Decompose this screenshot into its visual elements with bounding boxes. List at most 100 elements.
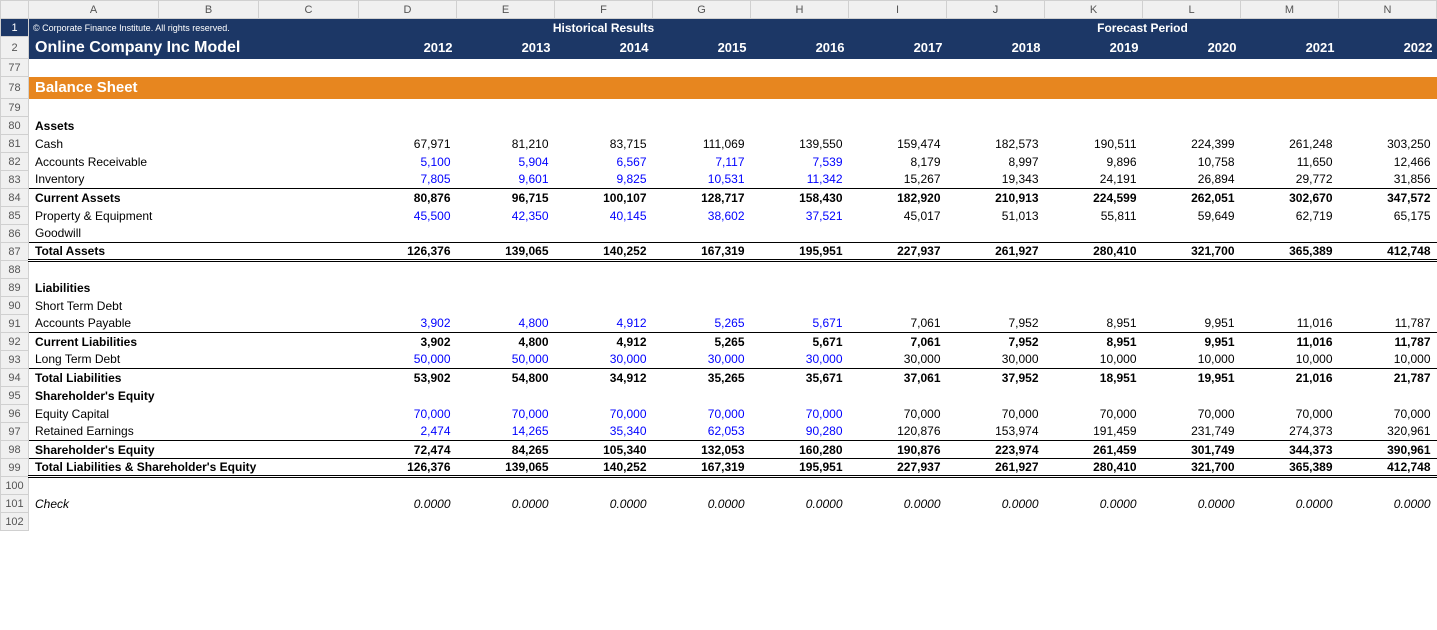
cell[interactable]: 38,602 — [653, 207, 751, 225]
cell[interactable]: 158,430 — [751, 189, 849, 207]
row-header[interactable]: 90 — [1, 297, 29, 315]
row-header[interactable]: 87 — [1, 243, 29, 261]
cell[interactable] — [653, 117, 751, 135]
cell[interactable]: 365,389 — [1241, 243, 1339, 261]
cell[interactable] — [1045, 59, 1143, 77]
cell[interactable]: 70,000 — [751, 405, 849, 423]
cell[interactable] — [653, 261, 751, 279]
cell[interactable]: 3,902 — [359, 315, 457, 333]
cell[interactable]: 128,717 — [653, 189, 751, 207]
cell[interactable]: 83,715 — [555, 135, 653, 153]
cell[interactable]: 15,267 — [849, 171, 947, 189]
cell[interactable]: 9,951 — [1143, 315, 1241, 333]
cell[interactable] — [259, 99, 359, 117]
column-header[interactable]: D — [359, 1, 457, 19]
cell[interactable]: 4,800 — [457, 315, 555, 333]
cell[interactable]: 280,410 — [1045, 459, 1143, 477]
cell[interactable]: 70,000 — [457, 405, 555, 423]
cell[interactable] — [457, 513, 555, 531]
cell[interactable]: 7,952 — [947, 315, 1045, 333]
cell[interactable]: 21,016 — [1241, 369, 1339, 387]
cell[interactable]: 8,951 — [1045, 333, 1143, 351]
cell[interactable] — [1339, 297, 1437, 315]
cell[interactable] — [1339, 117, 1437, 135]
row-label[interactable]: Equity Capital — [29, 405, 359, 423]
row-header[interactable]: 100 — [1, 477, 29, 495]
cell[interactable]: 35,340 — [555, 423, 653, 441]
cell[interactable] — [555, 77, 653, 99]
cell[interactable] — [359, 513, 457, 531]
cell[interactable] — [457, 117, 555, 135]
row-header[interactable]: 93 — [1, 351, 29, 369]
cell[interactable]: 55,811 — [1045, 207, 1143, 225]
cell[interactable]: 390,961 — [1339, 441, 1437, 459]
cell[interactable] — [457, 387, 555, 405]
cell[interactable] — [1143, 279, 1241, 297]
cell[interactable]: 70,000 — [849, 405, 947, 423]
row-label[interactable]: Cash — [29, 135, 359, 153]
cell[interactable] — [751, 117, 849, 135]
cell[interactable]: 365,389 — [1241, 459, 1339, 477]
cell[interactable]: 0.0000 — [947, 495, 1045, 513]
row-header[interactable]: 96 — [1, 405, 29, 423]
cell[interactable]: 72,474 — [359, 441, 457, 459]
cell[interactable] — [1143, 387, 1241, 405]
cell[interactable]: 182,573 — [947, 135, 1045, 153]
cell[interactable] — [457, 261, 555, 279]
cell[interactable] — [1241, 225, 1339, 243]
cell[interactable]: 224,599 — [1045, 189, 1143, 207]
cell[interactable]: 5,904 — [457, 153, 555, 171]
cell[interactable] — [1339, 513, 1437, 531]
row-label[interactable]: Assets — [29, 117, 359, 135]
cell[interactable]: 139,550 — [751, 135, 849, 153]
cell[interactable] — [555, 261, 653, 279]
cell[interactable]: 30,000 — [849, 351, 947, 369]
cell[interactable] — [359, 77, 457, 99]
row-header[interactable]: 91 — [1, 315, 29, 333]
cell[interactable] — [29, 99, 159, 117]
cell[interactable] — [1045, 387, 1143, 405]
cell[interactable]: 45,017 — [849, 207, 947, 225]
cell[interactable] — [457, 77, 555, 99]
cell[interactable] — [849, 477, 947, 495]
cell[interactable] — [1339, 77, 1437, 99]
cell[interactable]: 10,000 — [1241, 351, 1339, 369]
cell[interactable]: 223,974 — [947, 441, 1045, 459]
cell[interactable]: 19,343 — [947, 171, 1045, 189]
cell[interactable] — [1339, 99, 1437, 117]
cell[interactable] — [1241, 261, 1339, 279]
cell[interactable]: 9,601 — [457, 171, 555, 189]
cell[interactable]: 191,459 — [1045, 423, 1143, 441]
cell[interactable] — [159, 99, 259, 117]
cell[interactable] — [1339, 225, 1437, 243]
cell[interactable] — [1143, 225, 1241, 243]
cell[interactable]: 11,016 — [1241, 315, 1339, 333]
cell[interactable]: 70,000 — [1339, 405, 1437, 423]
cell[interactable]: 153,974 — [947, 423, 1045, 441]
cell[interactable]: 10,758 — [1143, 153, 1241, 171]
row-header[interactable]: 95 — [1, 387, 29, 405]
column-header[interactable]: J — [947, 1, 1045, 19]
cell[interactable]: 10,531 — [653, 171, 751, 189]
cell[interactable] — [457, 99, 555, 117]
cell[interactable]: 167,319 — [653, 459, 751, 477]
cell[interactable]: 59,649 — [1143, 207, 1241, 225]
row-header[interactable]: 86 — [1, 225, 29, 243]
row-header[interactable]: 1 — [1, 19, 29, 37]
cell[interactable] — [29, 477, 159, 495]
cell[interactable]: 4,912 — [555, 315, 653, 333]
column-header[interactable]: B — [159, 1, 259, 19]
cell[interactable] — [751, 279, 849, 297]
cell[interactable] — [457, 477, 555, 495]
cell[interactable] — [1143, 117, 1241, 135]
cell[interactable]: 100,107 — [555, 189, 653, 207]
cell[interactable] — [1143, 77, 1241, 99]
cell[interactable]: 262,051 — [1143, 189, 1241, 207]
column-header[interactable]: A — [29, 1, 159, 19]
cell[interactable]: 18,951 — [1045, 369, 1143, 387]
cell[interactable]: 11,342 — [751, 171, 849, 189]
cell[interactable] — [555, 99, 653, 117]
cell[interactable] — [849, 225, 947, 243]
cell[interactable] — [555, 59, 653, 77]
cell[interactable] — [457, 225, 555, 243]
